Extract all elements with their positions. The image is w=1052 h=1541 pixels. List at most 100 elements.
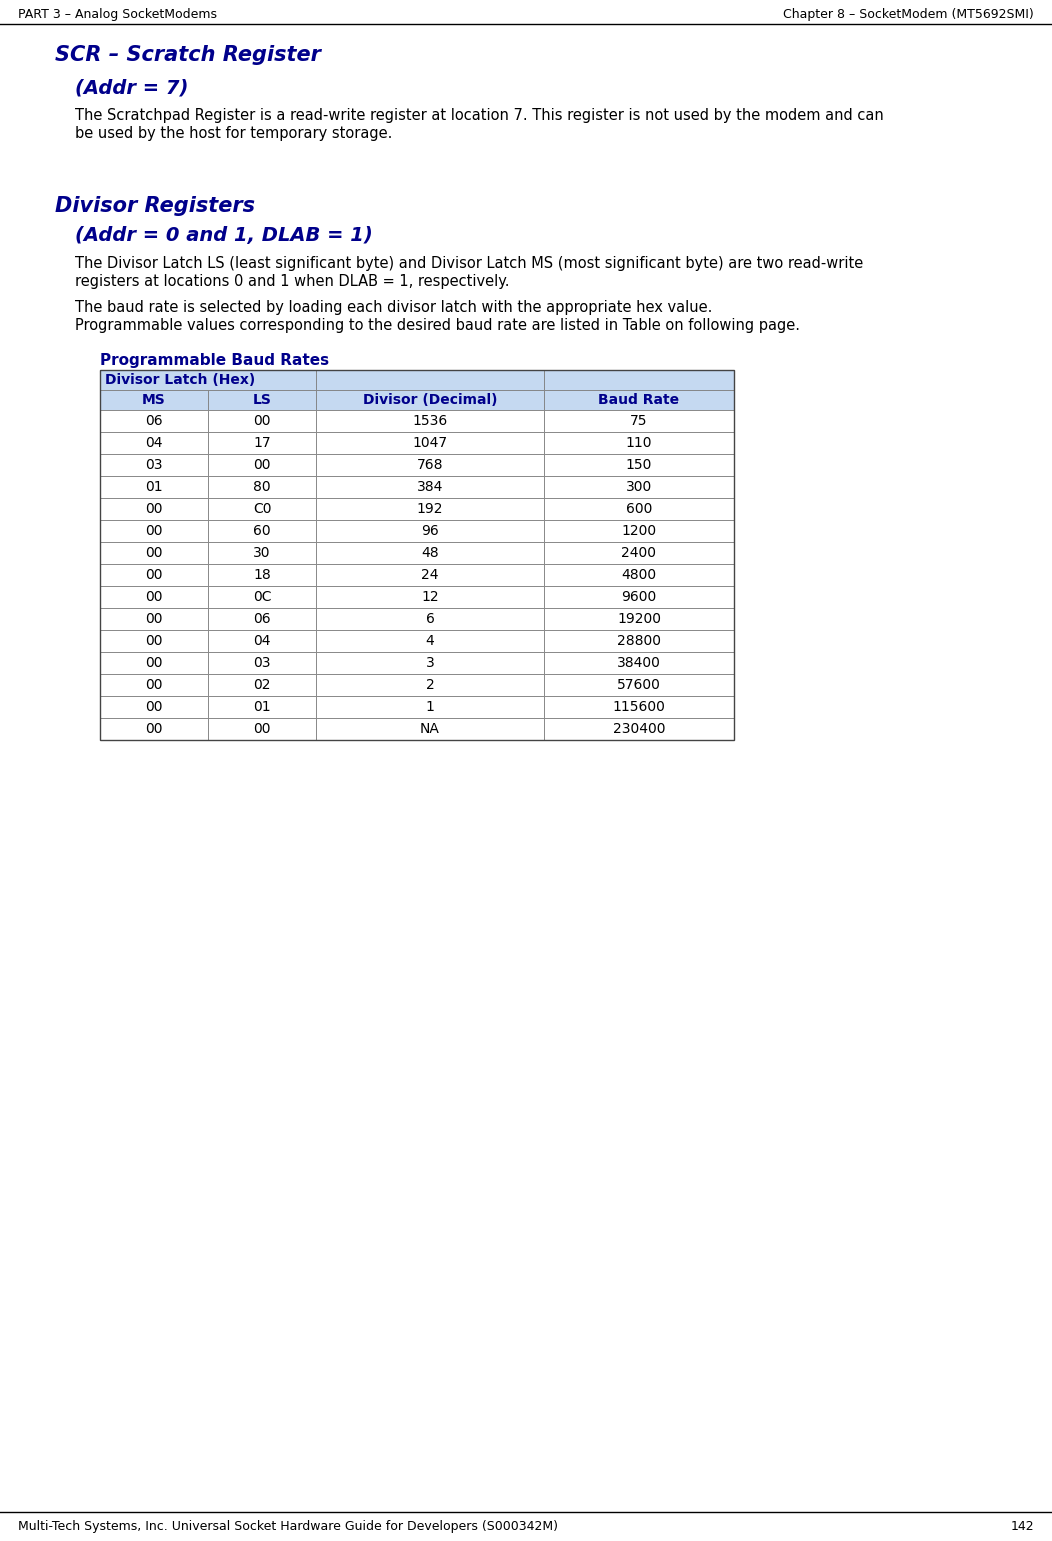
Text: SCR – Scratch Register: SCR – Scratch Register [55,45,321,65]
Bar [544,410,734,431]
Bar [316,431,544,455]
Text: 04: 04 [254,633,270,649]
Text: 230400: 230400 [612,723,665,737]
Text: 600: 600 [626,502,652,516]
Bar [208,455,316,476]
Bar [316,455,544,476]
Bar [100,542,208,564]
Text: 00: 00 [145,633,163,649]
Bar [544,586,734,609]
Bar [100,564,208,586]
Bar [100,431,208,455]
Bar [316,609,544,630]
Bar [100,410,208,431]
Text: 1200: 1200 [622,524,656,538]
Text: 17: 17 [254,436,270,450]
Text: 4: 4 [426,633,434,649]
Text: 00: 00 [145,656,163,670]
Bar [544,455,734,476]
Bar [208,390,316,410]
Text: 02: 02 [254,678,270,692]
Bar [100,609,208,630]
Bar [316,519,544,542]
Text: 1047: 1047 [412,436,447,450]
Text: The Divisor Latch LS (least significant byte) and Divisor Latch MS (most signifi: The Divisor Latch LS (least significant … [75,256,864,271]
Text: 110: 110 [626,436,652,450]
Text: 00: 00 [145,590,163,604]
Bar [100,370,316,390]
Bar [316,673,544,697]
Bar [208,431,316,455]
Bar [208,564,316,586]
Text: 00: 00 [145,546,163,559]
Text: PART 3 – Analog SocketModems: PART 3 – Analog SocketModems [18,8,217,22]
Bar [208,673,316,697]
Text: 00: 00 [145,612,163,626]
Bar [316,390,544,410]
Bar [208,519,316,542]
Text: 30: 30 [254,546,270,559]
Bar [208,410,316,431]
Bar [544,476,734,498]
Text: 38400: 38400 [618,656,661,670]
Bar [100,718,208,740]
Bar [100,697,208,718]
Text: Programmable values corresponding to the desired baud rate are listed in Table o: Programmable values corresponding to the… [75,317,800,333]
Text: 03: 03 [254,656,270,670]
Text: 00: 00 [254,723,270,737]
Text: 24: 24 [421,569,439,582]
Text: 04: 04 [145,436,163,450]
Bar [316,498,544,519]
Text: Chapter 8 – SocketModem (MT5692SMI): Chapter 8 – SocketModem (MT5692SMI) [784,8,1034,22]
Text: 4800: 4800 [622,569,656,582]
Bar [208,498,316,519]
Bar [544,498,734,519]
Bar [100,476,208,498]
Text: 9600: 9600 [622,590,656,604]
Text: be used by the host for temporary storage.: be used by the host for temporary storag… [75,126,392,140]
Bar [544,370,734,390]
Bar [316,564,544,586]
Bar [544,697,734,718]
Text: 01: 01 [145,479,163,495]
Text: 80: 80 [254,479,270,495]
Text: Programmable Baud Rates: Programmable Baud Rates [100,353,329,368]
Text: 48: 48 [421,546,439,559]
Text: The baud rate is selected by loading each divisor latch with the appropriate hex: The baud rate is selected by loading eac… [75,300,712,314]
Bar [544,564,734,586]
Bar [208,697,316,718]
Text: 06: 06 [145,415,163,428]
Text: 60: 60 [254,524,270,538]
Text: LS: LS [252,393,271,407]
Text: Divisor (Decimal): Divisor (Decimal) [363,393,498,407]
Bar [100,652,208,673]
Text: 01: 01 [254,700,270,713]
Bar [208,586,316,609]
Text: Baud Rate: Baud Rate [599,393,680,407]
Bar [316,586,544,609]
Bar [100,455,208,476]
Bar [544,652,734,673]
Text: 1: 1 [426,700,434,713]
Text: Multi-Tech Systems, Inc. Universal Socket Hardware Guide for Developers (S000342: Multi-Tech Systems, Inc. Universal Socke… [18,1519,558,1533]
Text: 06: 06 [254,612,270,626]
Text: 00: 00 [145,502,163,516]
Text: 300: 300 [626,479,652,495]
Text: The Scratchpad Register is a read-write register at location 7. This register is: The Scratchpad Register is a read-write … [75,108,884,123]
Text: (Addr = 7): (Addr = 7) [75,79,188,97]
Bar [208,630,316,652]
Bar [208,609,316,630]
Bar [208,718,316,740]
Text: 12: 12 [421,590,439,604]
Text: 28800: 28800 [618,633,661,649]
Bar [100,586,208,609]
Text: 2400: 2400 [622,546,656,559]
Bar [316,630,544,652]
Text: MS: MS [142,393,166,407]
Text: 00: 00 [254,458,270,472]
Text: 00: 00 [145,723,163,737]
Text: 57600: 57600 [618,678,661,692]
Bar [100,390,208,410]
Text: 3: 3 [426,656,434,670]
Text: registers at locations 0 and 1 when DLAB = 1, respectively.: registers at locations 0 and 1 when DLAB… [75,274,509,290]
